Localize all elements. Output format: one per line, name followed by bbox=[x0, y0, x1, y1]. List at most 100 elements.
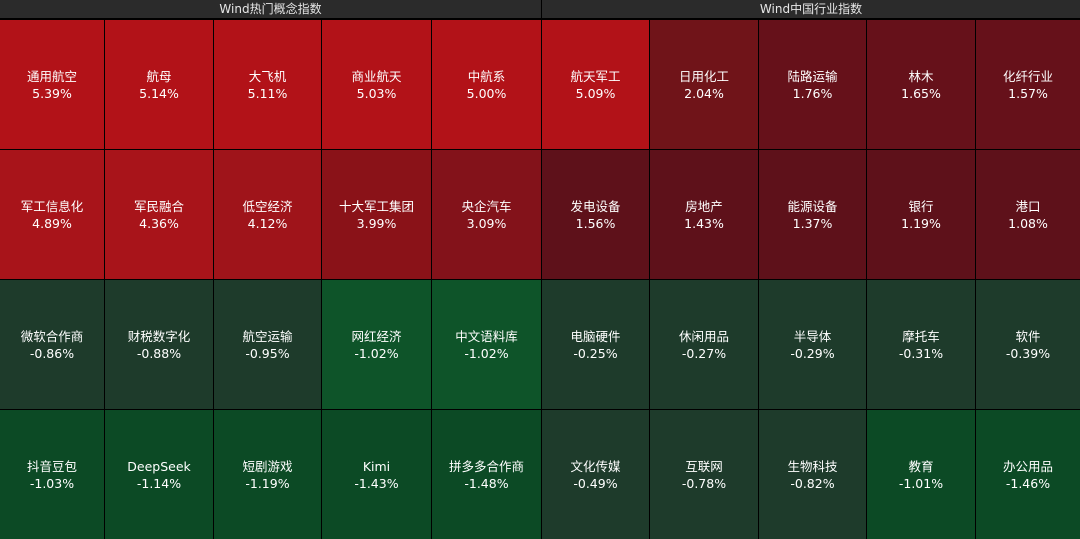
concept-tile[interactable]: 军民融合 4.36% bbox=[105, 150, 213, 279]
concept-tile[interactable]: 网红经济 -1.02% bbox=[322, 280, 431, 409]
concept-tile[interactable]: 商业航天 5.03% bbox=[322, 20, 431, 149]
tile-change-value: 5.09% bbox=[575, 85, 616, 101]
tile-change-value: -1.14% bbox=[136, 475, 182, 491]
tile-name: 文化传媒 bbox=[570, 458, 621, 474]
concept-tile[interactable]: 短剧游戏 -1.19% bbox=[214, 410, 321, 539]
tile-name: 半导体 bbox=[793, 328, 832, 344]
tile-name: 航空运输 bbox=[242, 328, 293, 344]
tile-name: 能源设备 bbox=[787, 198, 838, 214]
tile-change-value: -0.25% bbox=[573, 345, 618, 361]
tile-change-value: -1.02% bbox=[354, 345, 399, 361]
tile-name: 林木 bbox=[908, 68, 934, 84]
tile-change-value: 3.99% bbox=[356, 215, 397, 231]
tile-change-value: 1.37% bbox=[792, 215, 833, 231]
tile-change-value: 1.65% bbox=[901, 85, 941, 101]
tile-change-value: -0.95% bbox=[245, 345, 290, 361]
tile-name: 商业航天 bbox=[351, 68, 402, 84]
industry-tile[interactable]: 教育 -1.01% bbox=[867, 410, 975, 539]
tile-name: 软件 bbox=[1015, 328, 1041, 344]
tile-name: 短剧游戏 bbox=[242, 458, 293, 474]
concept-tile[interactable]: DeepSeek -1.14% bbox=[105, 410, 213, 539]
tile-name: 网红经济 bbox=[351, 328, 402, 344]
tile-change-value: -1.46% bbox=[1005, 475, 1051, 491]
concept-tile[interactable]: 财税数字化 -0.88% bbox=[105, 280, 213, 409]
concept-tile[interactable]: 航母 5.14% bbox=[105, 20, 213, 149]
tile-name: 房地产 bbox=[685, 198, 723, 214]
tile-change-value: 5.00% bbox=[466, 85, 507, 101]
concept-tile[interactable]: 十大军工集团 3.99% bbox=[322, 150, 431, 279]
panel-divider bbox=[541, 0, 542, 539]
tile-name: Kimi bbox=[362, 458, 391, 474]
tile-change-value: -0.86% bbox=[29, 345, 75, 361]
industry-tile[interactable]: 港口 1.08% bbox=[976, 150, 1080, 279]
concept-tile[interactable]: 央企汽车 3.09% bbox=[432, 150, 541, 279]
industry-tile[interactable]: 电脑硬件 -0.25% bbox=[542, 280, 649, 409]
tile-name: 十大军工集团 bbox=[338, 198, 414, 214]
tile-name: 化纤行业 bbox=[1002, 68, 1053, 84]
industry-tile[interactable]: 摩托车 -0.31% bbox=[867, 280, 975, 409]
industry-tile[interactable]: 半导体 -0.29% bbox=[759, 280, 866, 409]
industry-tile[interactable]: 林木 1.65% bbox=[867, 20, 975, 149]
tile-change-value: 1.76% bbox=[792, 85, 833, 101]
tile-change-value: 5.39% bbox=[32, 85, 72, 101]
industry-tile[interactable]: 航天军工 5.09% bbox=[542, 20, 649, 149]
tile-change-value: -1.02% bbox=[464, 345, 509, 361]
concept-tile[interactable]: 军工信息化 4.89% bbox=[0, 150, 104, 279]
industry-tile[interactable]: 休闲用品 -0.27% bbox=[650, 280, 758, 409]
concept-tile[interactable]: 航空运输 -0.95% bbox=[214, 280, 321, 409]
concept-tile[interactable]: 通用航空 5.39% bbox=[0, 20, 104, 149]
industry-tile[interactable]: 发电设备 1.56% bbox=[542, 150, 649, 279]
concept-tile[interactable]: 抖音豆包 -1.03% bbox=[0, 410, 104, 539]
concept-tile[interactable]: 拼多多合作商 -1.48% bbox=[432, 410, 541, 539]
tile-name: 摩托车 bbox=[902, 328, 940, 344]
industry-tile[interactable]: 房地产 1.43% bbox=[650, 150, 758, 279]
industry-tile[interactable]: 生物科技 -0.82% bbox=[759, 410, 866, 539]
tile-change-value: -0.29% bbox=[790, 345, 835, 361]
industry-tile[interactable]: 陆路运输 1.76% bbox=[759, 20, 866, 149]
tile-change-value: 4.89% bbox=[32, 215, 72, 231]
industry-index-grid: 航天军工 5.09% 日用化工 2.04% 陆路运输 1.76% 林木 1.65% 化纤行业 1.… bbox=[542, 20, 1080, 539]
tile-change-value: 1.57% bbox=[1008, 85, 1048, 101]
industry-index-header: Wind中国行业指数 bbox=[542, 0, 1080, 19]
concept-tile[interactable]: 大飞机 5.11% bbox=[214, 20, 321, 149]
concept-index-header: Wind热门概念指数 bbox=[0, 0, 541, 19]
tile-change-value: 5.11% bbox=[247, 85, 288, 101]
tile-name: 低空经济 bbox=[242, 198, 293, 214]
tile-name: 银行 bbox=[908, 198, 934, 214]
industry-tile[interactable]: 日用化工 2.04% bbox=[650, 20, 758, 149]
concept-tile[interactable]: Kimi -1.43% bbox=[322, 410, 431, 539]
tile-name: 财税数字化 bbox=[127, 328, 191, 344]
tile-change-value: -1.19% bbox=[245, 475, 290, 491]
tile-name: 大飞机 bbox=[248, 68, 287, 84]
tile-name: 通用航空 bbox=[26, 68, 77, 84]
concept-tile[interactable]: 中航系 5.00% bbox=[432, 20, 541, 149]
industry-tile[interactable]: 文化传媒 -0.49% bbox=[542, 410, 649, 539]
tile-change-value: -0.39% bbox=[1005, 345, 1051, 361]
tile-change-value: 5.14% bbox=[139, 85, 179, 101]
tile-change-value: 1.43% bbox=[684, 215, 724, 231]
tile-change-value: -0.31% bbox=[898, 345, 944, 361]
tile-change-value: -0.82% bbox=[790, 475, 835, 491]
tile-change-value: 5.03% bbox=[356, 85, 397, 101]
industry-tile[interactable]: 化纤行业 1.57% bbox=[976, 20, 1080, 149]
industry-tile[interactable]: 软件 -0.39% bbox=[976, 280, 1080, 409]
tile-name: 抖音豆包 bbox=[26, 458, 77, 474]
concept-tile[interactable]: 微软合作商 -0.86% bbox=[0, 280, 104, 409]
industry-tile[interactable]: 办公用品 -1.46% bbox=[976, 410, 1080, 539]
tile-change-value: 4.36% bbox=[139, 215, 179, 231]
tile-change-value: -0.27% bbox=[681, 345, 727, 361]
concept-index-grid: 通用航空 5.39% 航母 5.14% 大飞机 5.11% 商业航天 5.03% 中航系 5.00… bbox=[0, 20, 541, 539]
tile-change-value: 1.56% bbox=[575, 215, 616, 231]
industry-tile[interactable]: 银行 1.19% bbox=[867, 150, 975, 279]
tile-name: 航母 bbox=[146, 68, 172, 84]
tile-name: 教育 bbox=[908, 458, 934, 474]
industry-tile[interactable]: 互联网 -0.78% bbox=[650, 410, 758, 539]
tile-name: 航天军工 bbox=[570, 68, 621, 84]
tile-change-value: -1.43% bbox=[354, 475, 399, 491]
tile-name: 生物科技 bbox=[787, 458, 838, 474]
tile-name: 办公用品 bbox=[1002, 458, 1053, 474]
industry-tile[interactable]: 能源设备 1.37% bbox=[759, 150, 866, 279]
concept-tile[interactable]: 中文语料库 -1.02% bbox=[432, 280, 541, 409]
concept-tile[interactable]: 低空经济 4.12% bbox=[214, 150, 321, 279]
tile-change-value: -1.48% bbox=[464, 475, 509, 491]
